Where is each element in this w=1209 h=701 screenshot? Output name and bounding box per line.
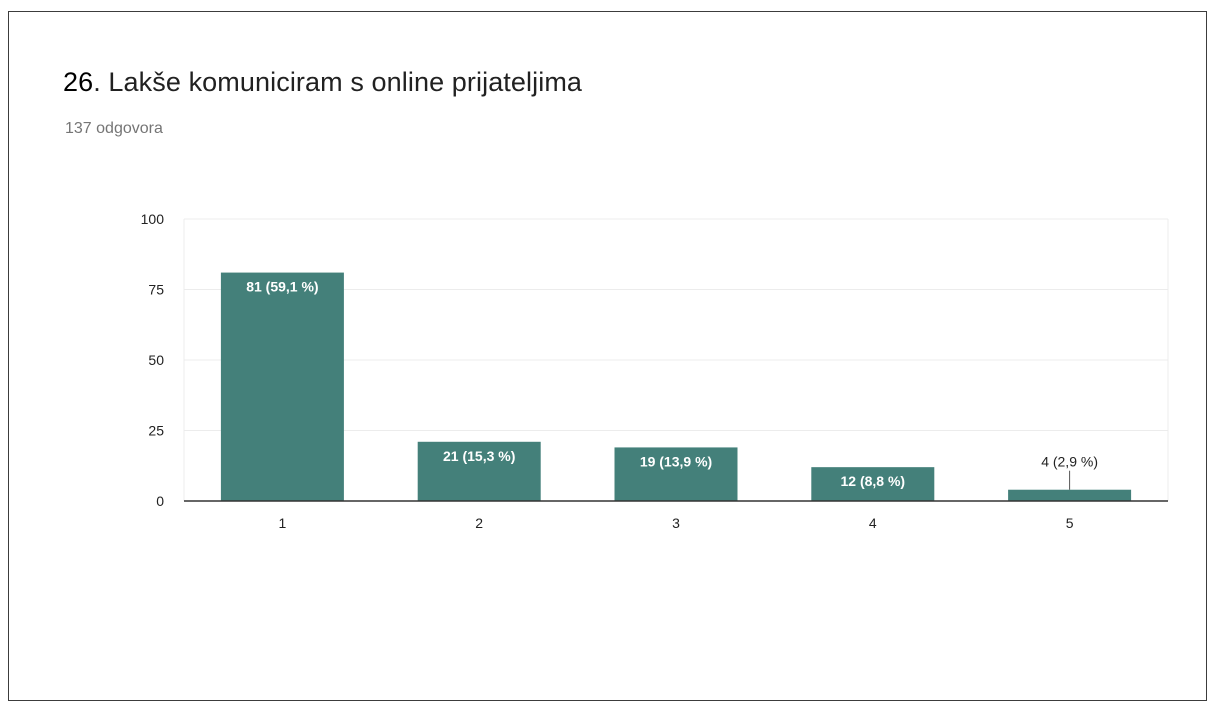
question-card — [8, 11, 1207, 701]
bar-chart: 0 25 50 75 100 1 2 3 4 5 81 (59,1 %) 21 (15,3 %) 1… — [141, 211, 1169, 531]
gridlines — [183, 218, 1169, 501]
bar-data-label: 12 (8,8 %) — [841, 473, 906, 489]
x-tick-label: 5 — [1066, 515, 1074, 531]
y-tick-label: 75 — [148, 282, 164, 298]
y-tick-label: 25 — [148, 423, 164, 439]
x-tick-label: 2 — [475, 515, 483, 531]
bar — [811, 467, 935, 501]
bar-labels: 81 (59,1 %) 21 (15,3 %) 19 (13,9 %) 12 (8,8… — [246, 279, 1098, 490]
y-tick-label: 50 — [148, 352, 164, 368]
bar — [220, 272, 344, 501]
x-tick-label: 3 — [672, 515, 680, 531]
x-tick-label: 4 — [869, 515, 877, 531]
question-text: . Lakše komuniciram s online prijateljim… — [93, 67, 583, 97]
question-title: 26. Lakše komuniciram s online prijatelj… — [63, 67, 582, 98]
bar-data-label: 4 (2,9 %) — [1041, 454, 1098, 470]
y-tick-label: 0 — [156, 493, 164, 509]
bars — [220, 272, 1132, 501]
bar — [614, 447, 738, 501]
bar — [1008, 489, 1132, 501]
bar-data-label: 19 (13,9 %) — [640, 453, 712, 469]
bar — [417, 441, 541, 501]
bar-data-label: 21 (15,3 %) — [443, 448, 515, 464]
x-axis-ticks: 1 2 3 4 5 — [279, 515, 1074, 531]
y-axis-ticks: 0 25 50 75 100 — [141, 211, 165, 509]
response-count: 137 odgovora — [65, 120, 163, 137]
question-number: 26 — [63, 67, 94, 97]
x-tick-label: 1 — [279, 515, 287, 531]
y-tick-label: 100 — [141, 211, 165, 227]
bar-data-label: 81 (59,1 %) — [246, 279, 318, 295]
